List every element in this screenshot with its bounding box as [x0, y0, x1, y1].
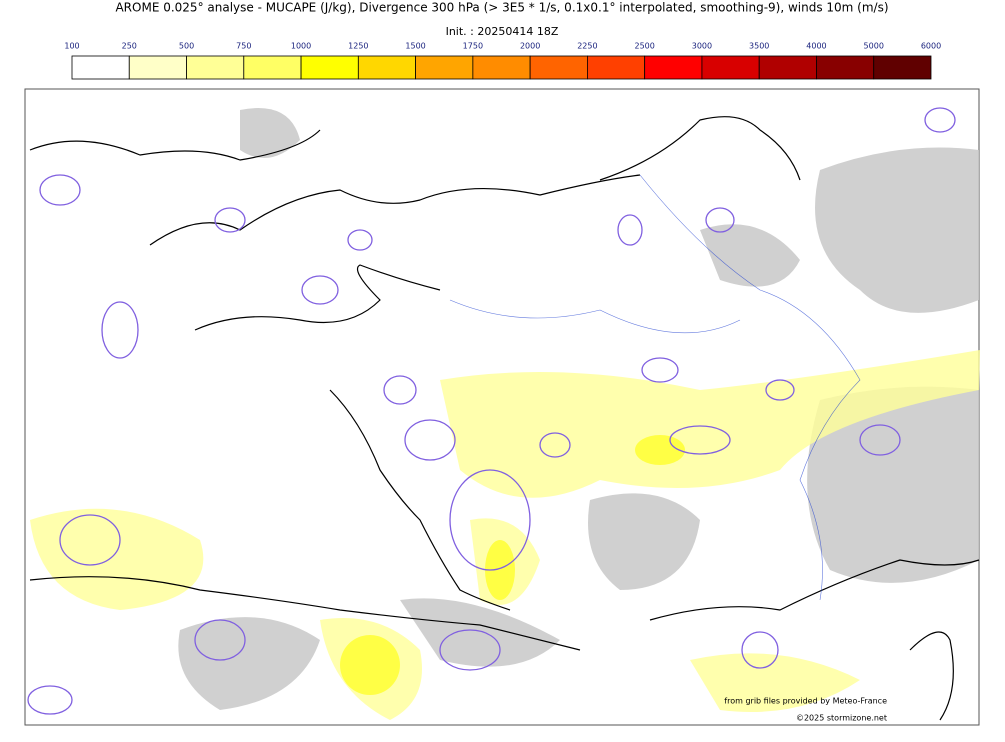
colorbar-box [71, 55, 130, 80]
colorbar-label: 3000 [692, 42, 712, 51]
colorbar-label: 750 [236, 42, 251, 51]
colorbar-label: 250 [122, 42, 137, 51]
colorbar-box [529, 55, 588, 80]
colorbar-label: 500 [179, 42, 194, 51]
colorbar-label: 100 [64, 42, 79, 51]
colorbar-label: 1500 [405, 42, 425, 51]
colorbar-label: 1000 [291, 42, 311, 51]
divergence-contours [27, 107, 956, 715]
colorbar: 100 250 500 750 1000 1250 1500 1750 2000 2250 2500… [64, 42, 941, 80]
colorbar-box [701, 55, 760, 80]
colorbar-box [415, 55, 474, 80]
subtitle: Init. : 20250414 18Z [446, 25, 559, 38]
colorbar-label: 2500 [634, 42, 654, 51]
title: AROME 0.025° analyse - MUCAPE (J/kg), Di… [115, 1, 888, 15]
colorbar-box [873, 55, 932, 80]
colorbar-label: 1750 [463, 42, 483, 51]
colorbar-label: 3500 [749, 42, 769, 51]
yellow-core [340, 435, 685, 695]
colorbar-box [472, 55, 531, 80]
colorbar-label: 1250 [348, 42, 368, 51]
colorbar-box [186, 55, 245, 80]
colorbar-box [128, 55, 187, 80]
borders-rivers [449, 174, 861, 601]
colorbar-box [243, 55, 302, 80]
colorbar-box [644, 55, 703, 80]
colorbar-box [758, 55, 817, 80]
colorbar-box [587, 55, 646, 80]
colorbar-box [816, 55, 875, 80]
colorbar-box [300, 55, 359, 80]
yellow-areas [30, 350, 980, 720]
credit: from grib files provided by Meteo-France [724, 697, 887, 706]
colorbar-label: 2000 [520, 42, 540, 51]
colorbar-label: 5000 [864, 42, 884, 51]
colorbar-label: 2250 [577, 42, 597, 51]
colorbar-label: 4000 [806, 42, 826, 51]
colorbar-label: 6000 [921, 42, 941, 51]
coastlines [29, 116, 980, 721]
colorbar-box [357, 55, 417, 80]
map [24, 88, 980, 726]
credit: ©2025 stormizone.net [796, 714, 887, 723]
